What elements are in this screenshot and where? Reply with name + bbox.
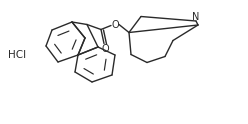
Text: O: O: [111, 19, 119, 30]
Text: N: N: [192, 12, 200, 22]
Text: HCl: HCl: [8, 50, 26, 60]
Text: O: O: [101, 45, 109, 55]
